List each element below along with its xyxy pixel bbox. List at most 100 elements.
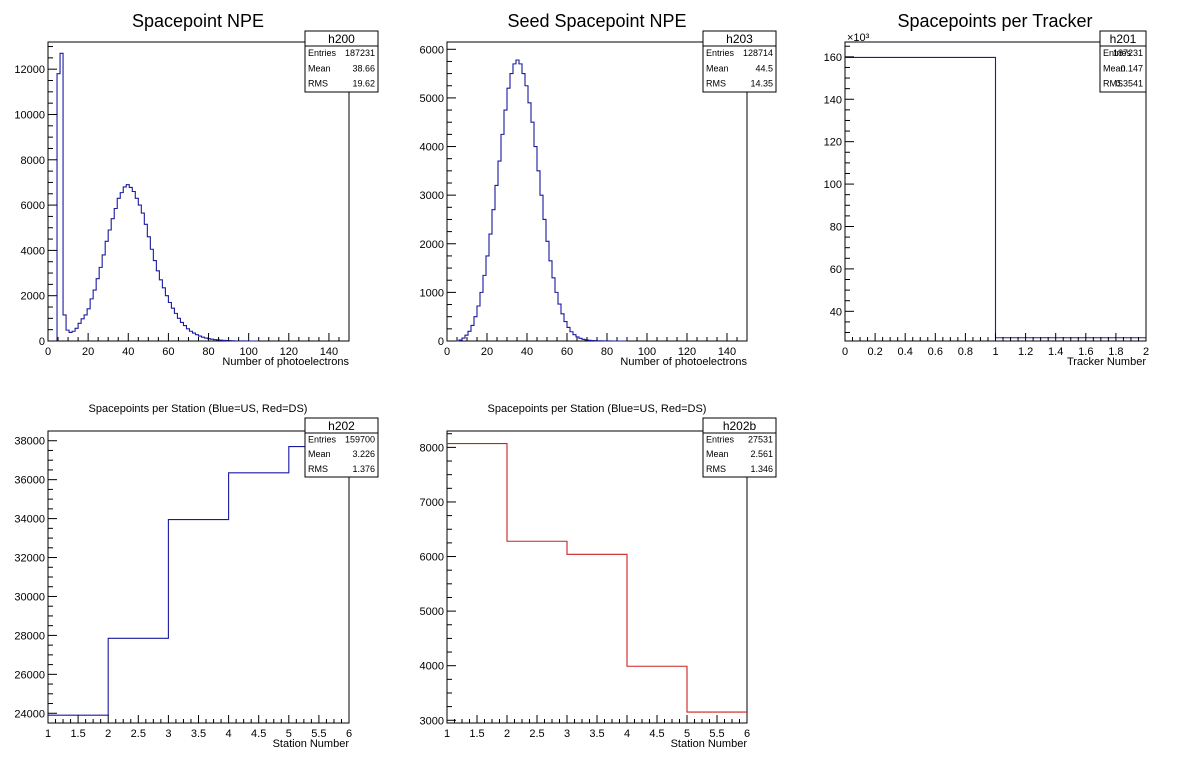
histogram-bin [192,333,195,341]
stats-label: RMS [706,79,726,89]
x-tick-label: 120 [678,346,696,358]
histogram-bin [525,86,528,341]
histogram-bin [561,314,564,341]
histogram-bin [537,171,540,341]
y-tick-label: 5000 [420,93,444,105]
stats-label: Entries [308,435,337,445]
x-tick-label: 2.5 [529,728,544,740]
y-tick-label: 120 [824,137,842,149]
histogram-bin [171,308,174,341]
histogram-bin [516,60,519,341]
histogram-bin [223,340,226,341]
x-tick-label: 0 [842,346,848,358]
stats-value: 44.5 [755,63,773,73]
stats-box: h200 Entries 187231 Mean 38.66 RMS 19.62 [304,30,379,93]
x-tick-label: 80 [202,346,214,358]
chart-title: Spacepoints per Station (Blue=US, Red=DS… [488,403,707,415]
y-tick-label: 34000 [14,514,45,526]
stats-value: 187231 [345,48,375,58]
x-tick-label: 40 [122,346,134,358]
histogram-panel-h202b: 1 1.5 2 2.5 3 3.5 4 4.5 5 5.5 6 3000 4000 5000 6000 700… [420,403,777,750]
x-tick-label: 3.5 [589,728,604,740]
histogram-bin [180,322,183,341]
histogram-bin [513,64,516,341]
histogram-bin [159,280,162,341]
stats-value: 27531 [748,435,773,445]
x-tick-label: 0.8 [958,346,973,358]
histogram-bin [99,267,102,341]
histogram-bin [135,198,138,341]
histogram-bin [588,340,591,341]
x-tick-label: 100 [638,346,656,358]
x-tick-label: 1.5 [469,728,484,740]
histogram-bin [60,53,63,341]
y-tick-label: 4000 [21,245,45,257]
histogram-bin [217,340,220,341]
stats-box: h202b Entries 27531 Mean 2.561 RMS 1.346 [702,417,777,478]
x-tick-label: 6 [346,728,352,740]
histogram-bin [501,134,504,341]
y-tick-label: 100 [824,179,842,191]
histogram-bin [57,74,60,341]
x-tick-label: 2 [504,728,510,740]
histogram-bin [579,338,582,341]
x-tick-label: 3 [564,728,570,740]
histogram-bin [156,271,159,341]
histogram-bin [540,195,543,341]
histogram-bin [123,187,126,341]
x-tick-label: 1.6 [1078,346,1093,358]
histogram-bin [96,279,99,341]
histogram-bin [129,187,132,341]
histogram-bin [480,292,483,341]
chart-title: Seed Spacepoint NPE [507,11,686,31]
stats-label: RMS [706,464,726,474]
x-tick-label: 5.5 [709,728,724,740]
histogram-bin [289,447,349,723]
stats-label: RMS [308,464,328,474]
histogram-line-h200 [48,52,259,342]
stats-label: Entries [706,48,735,58]
y-tick-label: 12000 [14,64,45,76]
stats-label: Mean [706,63,729,73]
stats-box: h203 Entries 128714 Mean 44.5 RMS 14.35 [702,30,777,93]
histogram-bin [108,638,168,723]
histogram-bin [447,444,507,723]
histogram-bin [189,331,192,341]
histogram-bin [69,332,72,341]
y-tick-label: 80 [830,221,842,233]
x-tick-label: 5.5 [311,728,326,740]
stats-value: 1.376 [352,464,375,474]
histogram-bin [205,338,208,341]
histogram-bin [208,339,211,341]
histogram-bin [459,340,462,341]
x-tick-label: 1 [444,728,450,740]
x-tick-label: 4.5 [649,728,664,740]
histogram-line-h203 [447,59,627,342]
y-tick-label: 6000 [420,552,444,564]
x-tick-label: 1 [992,346,998,358]
y-tick-label: 4000 [420,142,444,154]
y-tick-label: 1000 [420,287,444,299]
x-tick-label: 100 [239,346,257,358]
histogram-bin [214,340,217,341]
y-tick-label: 60 [830,264,842,276]
histogram-bin [504,110,507,341]
histogram-bin [220,340,223,341]
x-tick-label: 2 [105,728,111,740]
histogram-bin [483,275,486,341]
histogram-bin [229,473,289,723]
stats-value: 2.561 [750,449,773,459]
stats-label: Mean [706,449,729,459]
histogram-bin [150,249,153,341]
histogram-bin [507,541,567,723]
stats-label: RMS [1103,79,1123,89]
y-tick-label: 8000 [420,442,444,454]
y-tick-label: 24000 [14,708,45,720]
histogram-bin [845,57,996,341]
x-tick-label: 0.4 [898,346,913,358]
x-tick-label: 40 [521,346,533,358]
stats-value: 128714 [743,48,773,58]
stats-value: 159700 [345,435,375,445]
histogram-bin [570,332,573,341]
